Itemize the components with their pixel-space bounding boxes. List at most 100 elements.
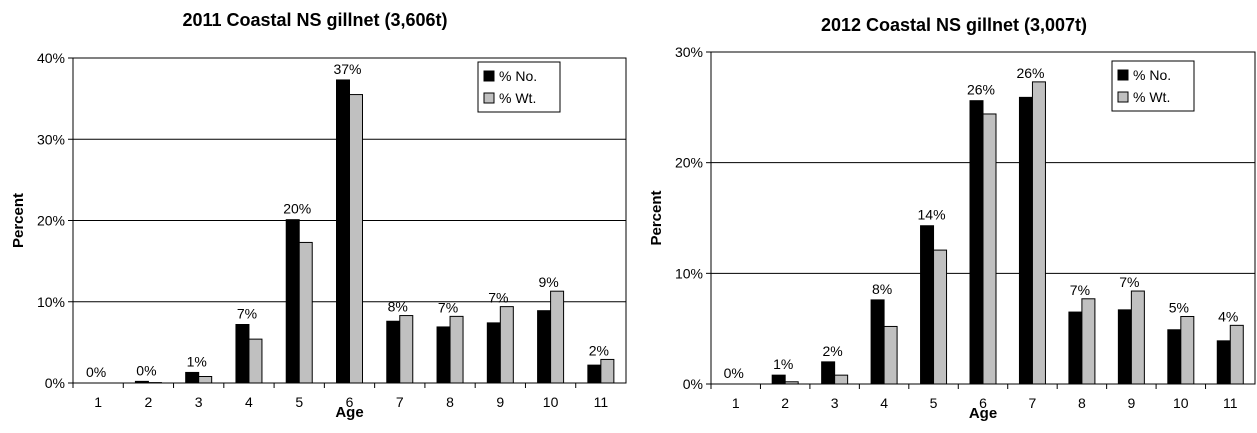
- data-label-age-8: 7%: [438, 299, 458, 315]
- data-label-age-4: 7%: [237, 306, 257, 322]
- bar-no-age-10: [538, 311, 551, 383]
- bar-no-age-3: [186, 372, 199, 383]
- bar-no-age-6: [970, 101, 983, 384]
- bar-wt-age-4: [249, 339, 262, 383]
- legend: % No. % Wt.: [478, 62, 560, 112]
- y-tick-label: 0%: [45, 375, 65, 391]
- x-tick-label: 5: [295, 394, 303, 410]
- bar-no-age-7: [387, 321, 400, 383]
- bar-no-age-9: [1118, 310, 1131, 384]
- bar-wt-age-11: [1230, 325, 1243, 384]
- legend-swatch-no: [1118, 70, 1128, 80]
- y-tick-label: 10%: [675, 265, 703, 281]
- x-axis-title: Age: [335, 404, 363, 421]
- x-tick-label: 11: [1223, 395, 1238, 411]
- legend-label-no: % No.: [1133, 67, 1171, 83]
- y-tick-label: 30%: [37, 131, 65, 147]
- x-tick-label: 4: [880, 395, 888, 411]
- x-tick-label: 2: [145, 394, 153, 410]
- bar-wt-age-6: [983, 114, 996, 384]
- bar-no-age-10: [1168, 330, 1181, 384]
- bar-no-age-4: [236, 325, 249, 384]
- bar-no-age-11: [1217, 341, 1230, 384]
- data-label-age-3: 2%: [823, 343, 843, 359]
- x-tick-label: 10: [1173, 395, 1189, 411]
- chart-title: 2011 Coastal NS gillnet (3,606t): [182, 10, 447, 30]
- x-tick-label: 3: [831, 395, 839, 411]
- y-tick-label: 30%: [675, 44, 703, 60]
- data-label-age-2: 1%: [773, 356, 793, 372]
- data-label-age-10: 5%: [1169, 299, 1189, 315]
- bar-wt-age-5: [934, 250, 947, 384]
- data-label-age-11: 4%: [1218, 308, 1238, 324]
- data-label-age-5: 14%: [918, 207, 946, 223]
- legend-swatch-wt: [484, 93, 494, 103]
- y-axis-title: Percent: [648, 190, 665, 245]
- bar-no-age-8: [437, 327, 450, 383]
- bar-no-age-5: [286, 220, 299, 383]
- legend-label-wt: % Wt.: [1133, 89, 1170, 105]
- bar-wt-age-5: [299, 242, 312, 383]
- data-label-age-9: 7%: [488, 290, 508, 306]
- data-label-age-6: 26%: [967, 82, 995, 98]
- legend-label-no: % No.: [499, 68, 537, 84]
- y-tick-label: 10%: [37, 294, 65, 310]
- y-tick-label: 40%: [37, 50, 65, 66]
- bar-wt-age-3: [199, 377, 212, 384]
- x-tick-label: 3: [195, 394, 203, 410]
- data-label-age-10: 9%: [538, 274, 558, 290]
- y-tick-label: 20%: [37, 213, 65, 229]
- data-label-age-3: 1%: [187, 353, 207, 369]
- bar-wt-age-10: [1181, 316, 1194, 384]
- data-label-age-4: 8%: [872, 281, 892, 297]
- bar-wt-age-7: [1032, 82, 1045, 384]
- chart-2012: 2012 Coastal NS gillnet (3,007t)0%10%20%…: [634, 0, 1257, 428]
- y-tick-label: 0%: [683, 376, 703, 392]
- chart-2011: 2011 Coastal NS gillnet (3,606t)0%10%20%…: [0, 0, 628, 428]
- data-label-age-8: 7%: [1070, 282, 1090, 298]
- x-tick-label: 11: [594, 394, 609, 410]
- y-axis-title: Percent: [10, 193, 27, 248]
- data-label-age-9: 7%: [1119, 274, 1139, 290]
- x-tick-label: 7: [1029, 395, 1037, 411]
- data-label-age-5: 20%: [283, 201, 311, 217]
- bar-wt-age-3: [835, 375, 848, 384]
- bar-no-age-8: [1069, 312, 1082, 384]
- x-tick-label: 8: [1078, 395, 1086, 411]
- bar-wt-age-4: [884, 326, 897, 384]
- data-label-age-1: 0%: [724, 365, 744, 381]
- x-tick-label: 7: [396, 394, 404, 410]
- x-axis-title: Age: [969, 405, 997, 422]
- bar-wt-age-9: [500, 307, 513, 383]
- data-label-age-1: 0%: [86, 364, 106, 380]
- legend-swatch-wt: [1118, 92, 1128, 102]
- bar-no-age-11: [588, 365, 601, 383]
- x-tick-label: 1: [94, 394, 102, 410]
- bar-no-age-7: [1019, 97, 1032, 384]
- data-label-age-7: 8%: [388, 299, 408, 315]
- bar-wt-age-11: [601, 359, 614, 383]
- legend-swatch-no: [484, 71, 494, 81]
- x-tick-label: 9: [1127, 395, 1135, 411]
- data-label-age-11: 2%: [589, 342, 609, 358]
- y-tick-label: 20%: [675, 155, 703, 171]
- bar-wt-age-6: [350, 95, 363, 383]
- legend-label-wt: % Wt.: [499, 90, 536, 106]
- legend: % No. % Wt.: [1112, 61, 1194, 111]
- chart-2012-svg: 2012 Coastal NS gillnet (3,007t)0%10%20%…: [634, 0, 1257, 428]
- x-tick-label: 1: [732, 395, 740, 411]
- data-label-age-6: 37%: [333, 61, 361, 77]
- bar-wt-age-7: [400, 316, 413, 383]
- x-tick-label: 8: [446, 394, 454, 410]
- bar-wt-age-8: [1082, 299, 1095, 384]
- x-tick-label: 5: [930, 395, 938, 411]
- bar-no-age-9: [487, 323, 500, 383]
- data-label-age-2: 0%: [136, 362, 156, 378]
- bar-no-age-5: [921, 226, 934, 384]
- bar-wt-age-2: [785, 382, 798, 384]
- bar-wt-age-9: [1131, 291, 1144, 384]
- x-tick-label: 9: [496, 394, 504, 410]
- x-tick-label: 2: [781, 395, 789, 411]
- bar-no-age-2: [135, 381, 148, 383]
- chart-2011-svg: 2011 Coastal NS gillnet (3,606t)0%10%20%…: [0, 0, 628, 428]
